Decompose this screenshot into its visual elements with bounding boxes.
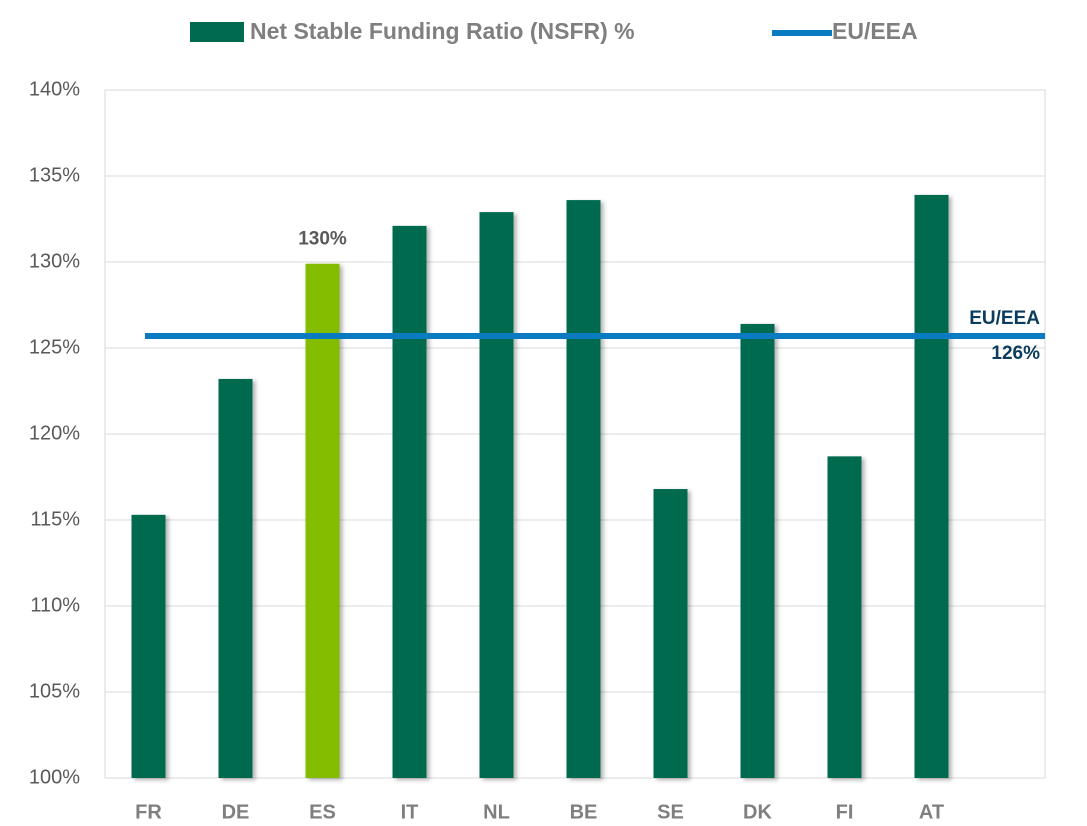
bar bbox=[479, 212, 514, 778]
bar bbox=[914, 194, 949, 779]
bar bbox=[653, 489, 688, 778]
y-tick-label: 105% bbox=[29, 680, 80, 702]
data-label: 130% bbox=[298, 229, 347, 250]
y-tick-label: 125% bbox=[29, 336, 80, 358]
legend-label: Net Stable Funding Ratio (NSFR) % bbox=[250, 18, 635, 44]
y-tick-label: 110% bbox=[30, 594, 80, 616]
y-tick-label: 135% bbox=[29, 164, 80, 186]
line-value-label: 126% bbox=[991, 343, 1040, 364]
bar bbox=[218, 378, 253, 778]
y-tick-label: 100% bbox=[29, 766, 80, 788]
x-tick-label: NL bbox=[483, 801, 510, 823]
bar bbox=[305, 263, 340, 779]
bar bbox=[392, 225, 427, 778]
line-label: EU/EEA bbox=[969, 308, 1040, 329]
bar bbox=[131, 514, 166, 778]
x-tick-label: FR bbox=[135, 801, 162, 823]
y-tick-label: 120% bbox=[29, 422, 80, 444]
bar bbox=[740, 323, 775, 778]
x-tick-label: BE bbox=[570, 801, 598, 823]
x-tick-label: DK bbox=[743, 801, 772, 823]
x-tick-label: IT bbox=[401, 801, 419, 823]
y-tick-label: 115% bbox=[30, 508, 80, 530]
x-tick-label: DE bbox=[222, 801, 250, 823]
bar bbox=[566, 200, 601, 778]
legend-swatch bbox=[190, 22, 244, 42]
x-tick-label: ES bbox=[309, 801, 336, 823]
x-tick-label: AT bbox=[919, 801, 944, 823]
legend-label: EU/EEA bbox=[832, 18, 918, 44]
y-tick-label: 130% bbox=[29, 250, 80, 272]
bar bbox=[827, 456, 862, 778]
x-tick-label: FI bbox=[836, 801, 854, 823]
y-tick-label: 140% bbox=[29, 78, 80, 100]
x-tick-label: SE bbox=[657, 801, 684, 823]
